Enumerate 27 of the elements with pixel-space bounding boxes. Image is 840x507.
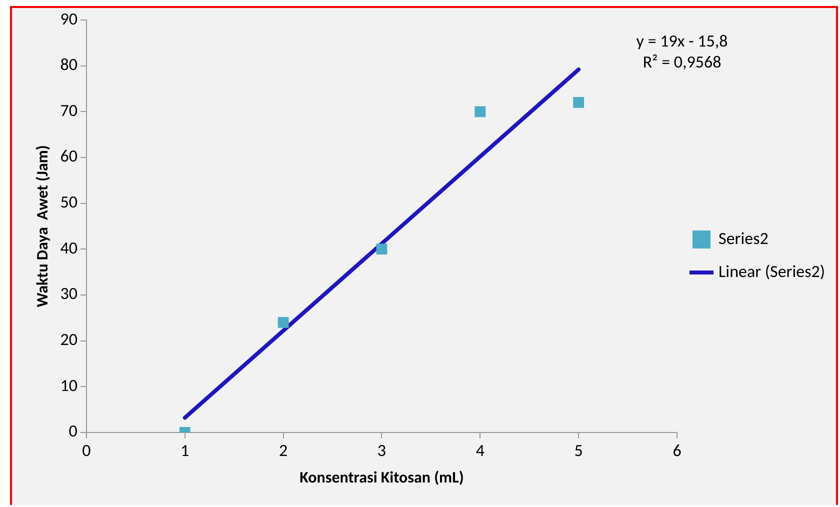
legend-label: Series2 [718, 228, 768, 249]
point [278, 316, 289, 328]
y-tick-label: 0 [68, 420, 78, 442]
point [573, 97, 584, 108]
x-tick-label: 5 [574, 440, 583, 461]
x-tick-label: 0 [82, 440, 92, 461]
y-tick-label: 50 [60, 192, 78, 213]
y-tick-label: 20 [60, 329, 78, 350]
x-tick-label: 4 [476, 440, 485, 461]
y-tick-label: 30 [60, 283, 78, 304]
x-tick-label: 6 [672, 440, 682, 461]
annotation: y = 19x - 15,8 [636, 30, 728, 52]
point [474, 106, 486, 118]
y-tick-label: 80 [60, 54, 78, 76]
x-axis-title: Konsentrasi Kitosan (mL) [300, 468, 464, 488]
y-tick-label: 70 [60, 100, 78, 121]
legend-label: Linear (Series2) [718, 260, 825, 282]
y-axis-title: Waktu Daya Awet (Jam) [34, 145, 53, 308]
x-tick-label: 1 [180, 440, 190, 461]
y-tick-label: 40 [60, 237, 78, 258]
y-tick-label: 10 [60, 374, 78, 396]
y-tick-label: 90 [60, 8, 78, 30]
y-tick-label: 60 [60, 146, 78, 167]
point [376, 244, 388, 255]
x-tick-label: 2 [278, 440, 288, 461]
x-tick-label: 3 [377, 440, 386, 461]
annotation: R² = 0,9568 [642, 51, 722, 72]
